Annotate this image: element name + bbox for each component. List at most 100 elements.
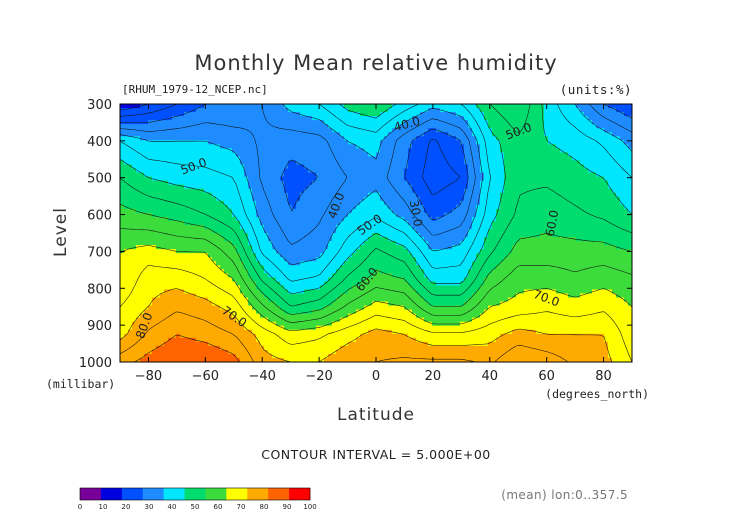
- contour-cell: [304, 204, 309, 210]
- contour-cell: [416, 168, 421, 174]
- contour-cell: [548, 164, 553, 170]
- contour-cell: [192, 168, 197, 174]
- contour-cell: [244, 152, 249, 158]
- contour-cell: [132, 204, 137, 210]
- contour-cell: [312, 204, 317, 210]
- contour-cell: [364, 164, 369, 170]
- contour-cell: [284, 116, 289, 121]
- contour-cell: [220, 136, 225, 141]
- contour-cell: [432, 128, 437, 133]
- contour-cell: [412, 116, 417, 121]
- contour-cell: [484, 176, 489, 182]
- contour-cell: [360, 208, 365, 214]
- contour-cell: [340, 160, 345, 166]
- contour-cell: [592, 257, 597, 262]
- contour-cell: [252, 144, 257, 149]
- contour-cell: [240, 128, 245, 133]
- contour-cell: [156, 140, 161, 145]
- contour-cell: [216, 241, 221, 246]
- contour-cell: [248, 124, 253, 129]
- contour-cell: [356, 216, 361, 222]
- contour-cell: [184, 164, 189, 170]
- contour-cell: [216, 120, 221, 125]
- contour-cell: [152, 112, 157, 117]
- contour-cell: [592, 241, 597, 246]
- contour-cell: [456, 104, 461, 109]
- contour-cell: [300, 212, 305, 218]
- contour-cell: [304, 180, 309, 186]
- contour-cell: [560, 180, 565, 186]
- contour-cell: [136, 192, 141, 198]
- contour-cell: [564, 112, 569, 117]
- contour-cell: [348, 124, 353, 129]
- contour-cell: [184, 237, 189, 242]
- contour-cell: [312, 241, 317, 246]
- contour-cell: [428, 204, 433, 210]
- contour-cell: [476, 196, 481, 202]
- contour-cell: [556, 212, 561, 218]
- contour-cell: [396, 249, 401, 254]
- contour-cell: [308, 253, 313, 258]
- contour-cell: [284, 136, 289, 141]
- contour-cell: [164, 237, 169, 242]
- contour-cell: [316, 144, 321, 149]
- contour-cell: [228, 128, 233, 133]
- contour-cell: [316, 104, 321, 109]
- contour-cell: [604, 136, 609, 141]
- contour-cell: [500, 108, 505, 113]
- contour-cell: [152, 200, 157, 206]
- contour-cell: [456, 212, 461, 218]
- contour-cell: [404, 241, 409, 246]
- contour-cell: [572, 112, 577, 117]
- contour-cell: [504, 164, 509, 170]
- contour-cell: [292, 108, 297, 113]
- contour-cell: [212, 241, 217, 246]
- contour-cell: [388, 172, 393, 178]
- contour-cell: [440, 241, 445, 246]
- contour-cell: [344, 108, 349, 113]
- contour-cell: [176, 116, 181, 121]
- contour-cell: [432, 112, 437, 117]
- contour-cell: [240, 112, 245, 117]
- contour-cell: [588, 112, 593, 117]
- contour-cell: [296, 104, 301, 109]
- contour-cell: [356, 241, 361, 246]
- contour-cell: [528, 180, 533, 186]
- contour-cell: [192, 200, 197, 206]
- contour-cell: [420, 152, 425, 158]
- contour-cell: [596, 156, 601, 162]
- contour-cell: [352, 136, 357, 141]
- contour-cell: [244, 192, 249, 198]
- contour-cell: [312, 245, 317, 250]
- contour-cell: [204, 124, 209, 129]
- contour-cell: [420, 249, 425, 254]
- contour-cell: [356, 196, 361, 202]
- contour-cell: [488, 104, 493, 109]
- contour-cell: [304, 124, 309, 129]
- contour-cell: [344, 200, 349, 206]
- contour-cell: [384, 180, 389, 186]
- contour-cell: [528, 220, 533, 226]
- contour-cell: [492, 220, 497, 226]
- contour-cell: [516, 228, 521, 234]
- contour-cell: [292, 257, 297, 262]
- contour-cell: [336, 180, 341, 186]
- contour-cell: [216, 212, 221, 218]
- contour-cell: [596, 164, 601, 170]
- contour-cell: [364, 200, 369, 206]
- contour-cell: [180, 196, 185, 202]
- contour-cell: [444, 108, 449, 113]
- contour-cell: [628, 233, 632, 238]
- contour-cell: [252, 176, 257, 182]
- contour-cell: [468, 112, 473, 117]
- contour-cell: [564, 176, 569, 182]
- contour-cell: [500, 233, 505, 238]
- contour-cell: [592, 124, 597, 129]
- contour-cell: [572, 184, 577, 190]
- contour-cell: [624, 249, 629, 254]
- contour-cell: [460, 164, 465, 170]
- contour-cell: [376, 245, 381, 250]
- contour-cell: [600, 245, 605, 250]
- contour-cell: [212, 204, 217, 210]
- contour-cell: [368, 253, 373, 258]
